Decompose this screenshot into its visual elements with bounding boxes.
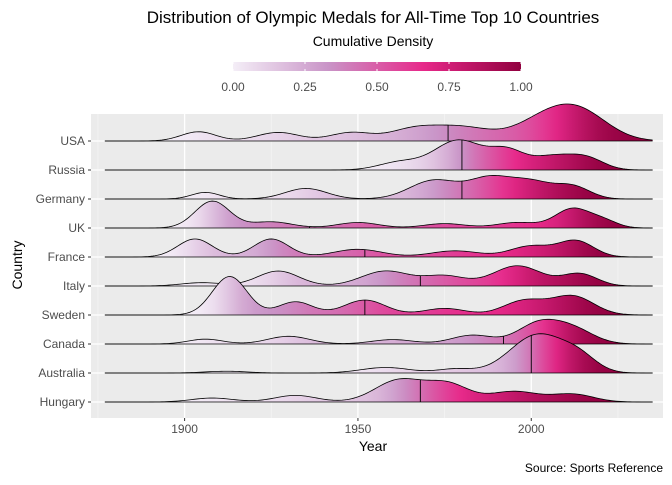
ridge-sweden: [104, 276, 653, 316]
legend-label: 0.00: [221, 80, 245, 94]
legend-label: 1.00: [509, 80, 533, 94]
chart-caption: Source: Sports Reference: [525, 461, 663, 475]
legend-label: 0.25: [293, 80, 317, 94]
y-tick-label: Germany: [36, 192, 85, 206]
ridges: [104, 103, 653, 403]
x-tick-label: 2000: [518, 422, 545, 436]
y-tick-label: Australia: [38, 366, 85, 380]
ridge-outline: [104, 103, 653, 142]
chart-title: Distribution of Olympic Medals for All-T…: [147, 8, 600, 27]
ridge-outline: [104, 175, 653, 200]
y-tick-label: Italy: [63, 279, 85, 293]
y-tick-label: France: [48, 250, 86, 264]
x-tick-label: 1950: [345, 422, 372, 436]
y-tick-label: USA: [60, 134, 85, 148]
y-axis-label: Country: [9, 240, 25, 289]
ridge-germany: [104, 175, 653, 200]
ridge-outline: [104, 333, 653, 374]
legend-colorbar: [233, 62, 521, 71]
ridge-area: [104, 103, 653, 141]
y-axis: USA Russia Germany UK France Italy Sweden Canad…: [36, 134, 91, 409]
ridge-outline: [104, 276, 653, 316]
ridge-hungary: [104, 378, 653, 403]
y-tick-label: Russia: [48, 163, 85, 177]
ridge-area: [104, 319, 653, 344]
ridge-area: [104, 333, 653, 373]
ridge-outline: [104, 265, 653, 287]
ridge-outline: [104, 200, 653, 229]
ridge-area: [104, 276, 653, 315]
legend-label: 0.75: [437, 80, 461, 94]
ridge-area: [104, 175, 653, 199]
ridge-usa: [104, 103, 653, 142]
x-tick-label: 1900: [171, 422, 198, 436]
y-tick-label: Hungary: [40, 395, 85, 409]
ridge-outline: [104, 318, 653, 345]
y-tick-label: Canada: [43, 337, 85, 351]
ridge-russia: [104, 139, 653, 171]
ridge-area: [104, 265, 653, 286]
ridge-france: [104, 238, 653, 258]
ridge-outline: [104, 378, 653, 403]
ridge-outline: [104, 238, 653, 258]
chart-subtitle: Cumulative Density: [313, 33, 434, 49]
ridge-area: [104, 201, 653, 228]
y-tick-label: UK: [68, 221, 85, 235]
y-tick-label: Sweden: [42, 308, 85, 322]
x-axis: 1900 1950 2000: [171, 418, 545, 436]
legend: 0.00 0.25 0.50 0.75 1.00: [221, 62, 533, 94]
ridge-area: [104, 139, 653, 170]
ridge-italy: [104, 265, 653, 287]
x-axis-label: Year: [359, 438, 388, 454]
ridge-area: [104, 378, 653, 402]
ridge-uk: [104, 200, 653, 229]
legend-label: 0.50: [365, 80, 389, 94]
ridge-australia: [104, 333, 653, 374]
